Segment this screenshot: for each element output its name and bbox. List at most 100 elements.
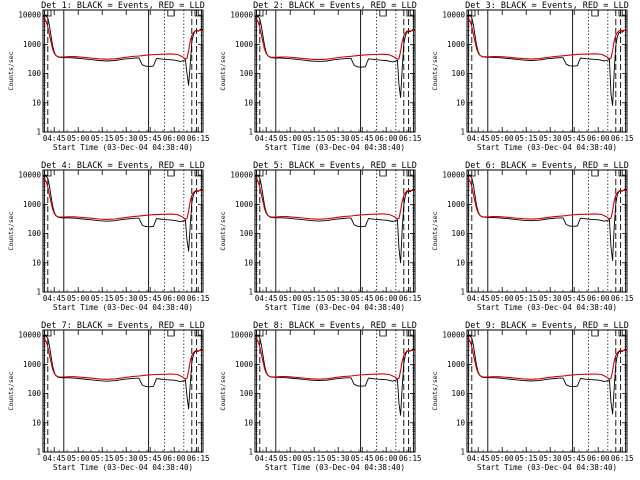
panel-title: Det 4: BLACK = Events, RED = LLD (41, 161, 205, 171)
interval-bracket (591, 170, 599, 177)
lld-series-line (466, 177, 627, 220)
x-tick-label: 06:00 (163, 294, 186, 303)
x-axis-label: Start Time (03-Dec-04 04:38:40) (265, 303, 405, 312)
interval-bracket (256, 170, 264, 177)
interval-bracket (167, 10, 175, 17)
interval-bracket (379, 170, 387, 177)
detector-panel: Det 2: BLACK = Events, RED = LLD 1 10 100 10… (219, 1, 421, 152)
x-tick-label: 05:00 (279, 134, 302, 143)
x-tick-label: 06:15 (399, 454, 422, 463)
y-tick-label: 1 (36, 288, 41, 297)
plot-frame (466, 329, 628, 453)
x-tick-label: 05:00 (279, 454, 302, 463)
panel-title: Det 3: BLACK = Events, RED = LLD (465, 1, 629, 11)
interval-bracket (167, 170, 175, 177)
y-tick-label: 1000 (23, 360, 42, 369)
x-axis-label: Start Time (03-Dec-04 04:38:40) (53, 303, 193, 312)
detector-panel: Det 1: BLACK = Events, RED = LLD 1 10 100 10… (7, 1, 209, 152)
y-axis-label: Counts/sec (219, 51, 227, 90)
y-tick-label: 1 (248, 128, 253, 137)
y-tick-label: 1 (460, 128, 465, 137)
y-tick-label: 100 (239, 229, 253, 238)
x-tick-label: 05:30 (115, 454, 138, 463)
x-tick-label: 05:00 (67, 454, 90, 463)
x-tick-label: 04:45 (255, 134, 278, 143)
interval-bracket (406, 10, 414, 17)
x-tick-label: 04:45 (255, 454, 278, 463)
y-tick-label: 100 (239, 389, 253, 398)
x-tick-label: 05:00 (67, 294, 90, 303)
x-tick-label: 05:45 (351, 294, 374, 303)
y-tick-label: 100 (27, 69, 41, 78)
y-axis-label: Counts/sec (219, 371, 227, 410)
y-tick-label: 1 (460, 448, 465, 457)
x-axis-label: Start Time (03-Dec-04 04:38:40) (53, 463, 193, 472)
y-tick-label: 10000 (230, 11, 253, 20)
interval-bracket (44, 170, 52, 177)
x-tick-label: 05:15 (303, 294, 326, 303)
x-tick-label: 06:15 (187, 454, 210, 463)
y-tick-label: 10000 (442, 171, 465, 180)
y-tick-label: 10 (456, 418, 466, 427)
detector-panel: Det 3: BLACK = Events, RED = LLD 1 10 100 10… (431, 1, 633, 152)
y-tick-label: 1 (36, 448, 41, 457)
x-tick-label: 05:15 (91, 294, 114, 303)
x-tick-label: 05:15 (515, 454, 538, 463)
interval-bracket (468, 330, 476, 337)
y-axis-label: Counts/sec (7, 51, 15, 90)
lld-series-line (42, 177, 203, 220)
interval-bracket (406, 170, 414, 177)
x-tick-label: 06:00 (375, 294, 398, 303)
x-tick-label: 04:45 (43, 134, 66, 143)
y-tick-label: 10 (244, 98, 254, 107)
x-tick-label: 06:00 (163, 454, 186, 463)
y-tick-label: 1 (36, 128, 41, 137)
plot-frame (466, 169, 628, 293)
y-tick-label: 10 (32, 98, 42, 107)
x-tick-label: 06:15 (399, 294, 422, 303)
plot-frame (254, 169, 416, 293)
x-tick-label: 05:45 (139, 294, 162, 303)
y-axis-label: Counts/sec (431, 211, 439, 250)
lld-series-line (42, 17, 203, 60)
x-tick-label: 05:00 (491, 454, 514, 463)
x-tick-label: 06:00 (163, 134, 186, 143)
x-axis-label: Start Time (03-Dec-04 04:38:40) (477, 143, 617, 152)
x-tick-label: 05:45 (139, 454, 162, 463)
events-series-line (43, 175, 204, 252)
y-tick-label: 100 (451, 229, 465, 238)
panel-title: Det 6: BLACK = Events, RED = LLD (465, 161, 629, 171)
y-axis-label: Counts/sec (7, 211, 15, 250)
lld-series-line (254, 337, 415, 380)
y-axis-label: Counts/sec (431, 51, 439, 90)
interval-bracket (379, 330, 387, 337)
interval-bracket (618, 10, 626, 17)
y-tick-label: 100 (27, 229, 41, 238)
x-tick-label: 06:00 (375, 134, 398, 143)
interval-bracket (44, 10, 52, 17)
y-tick-label: 1000 (23, 200, 42, 209)
x-tick-label: 05:00 (67, 134, 90, 143)
x-tick-label: 04:45 (467, 294, 490, 303)
events-series-line (255, 175, 416, 264)
detector-panel: Det 7: BLACK = Events, RED = LLD 1 10 100 10… (7, 321, 209, 472)
plot-frame (254, 329, 416, 453)
x-tick-label: 04:45 (467, 134, 490, 143)
x-tick-label: 05:15 (303, 134, 326, 143)
y-tick-label: 10000 (18, 11, 41, 20)
lld-series-line (254, 17, 415, 61)
lld-series-line (42, 337, 203, 380)
y-tick-label: 1000 (235, 360, 254, 369)
y-tick-label: 1 (248, 288, 253, 297)
interval-bracket (194, 10, 202, 17)
x-tick-label: 05:00 (279, 294, 302, 303)
x-axis-label: Start Time (03-Dec-04 04:38:40) (477, 303, 617, 312)
x-tick-label: 06:00 (587, 134, 610, 143)
x-tick-label: 06:15 (187, 294, 210, 303)
y-tick-label: 10 (32, 258, 42, 267)
x-tick-label: 05:45 (563, 134, 586, 143)
y-tick-label: 10000 (442, 11, 465, 20)
x-tick-label: 05:30 (539, 454, 562, 463)
x-tick-label: 06:15 (399, 134, 422, 143)
